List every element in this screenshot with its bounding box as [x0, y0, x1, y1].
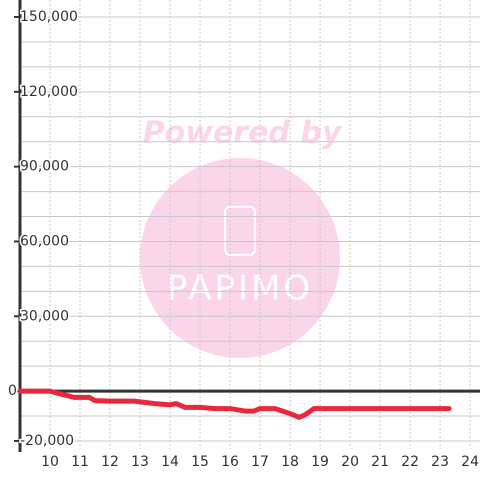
x-tick-label: 17 [251, 454, 269, 470]
x-tick-label: 20 [341, 454, 359, 470]
y-tick-label: 60,000 [20, 233, 69, 249]
x-tick-label: 10 [41, 454, 59, 470]
x-tick-label: 16 [221, 454, 239, 470]
y-tick-label: 90,000 [20, 159, 69, 175]
x-tick-label: 14 [161, 454, 179, 470]
x-tick-label: 22 [401, 454, 419, 470]
x-tick-label: 11 [71, 454, 89, 470]
x-tick-label: 24 [461, 454, 479, 470]
x-tick-label: 19 [311, 454, 329, 470]
x-tick-label: 23 [431, 454, 449, 470]
y-tick-label: 0 [8, 383, 17, 399]
line-series [17, 388, 452, 420]
plot [17, 388, 452, 420]
y-tick-label: 30,000 [20, 308, 69, 324]
x-tick-label: 13 [131, 454, 149, 470]
x-tick-label: 21 [371, 454, 389, 470]
y-tick-label: 150,000 [20, 9, 78, 25]
watermark-brand: PAPIMO [167, 269, 313, 309]
grid [14, 0, 480, 452]
y-tick-label: -20,000 [20, 433, 74, 449]
x-tick-label: 18 [281, 454, 299, 470]
x-tick-label: 15 [191, 454, 209, 470]
watermark-title: Powered by [143, 116, 343, 151]
y-tick-label: 120,000 [20, 84, 78, 100]
x-tick-label: 12 [101, 454, 119, 470]
watermark-icon [224, 206, 256, 256]
